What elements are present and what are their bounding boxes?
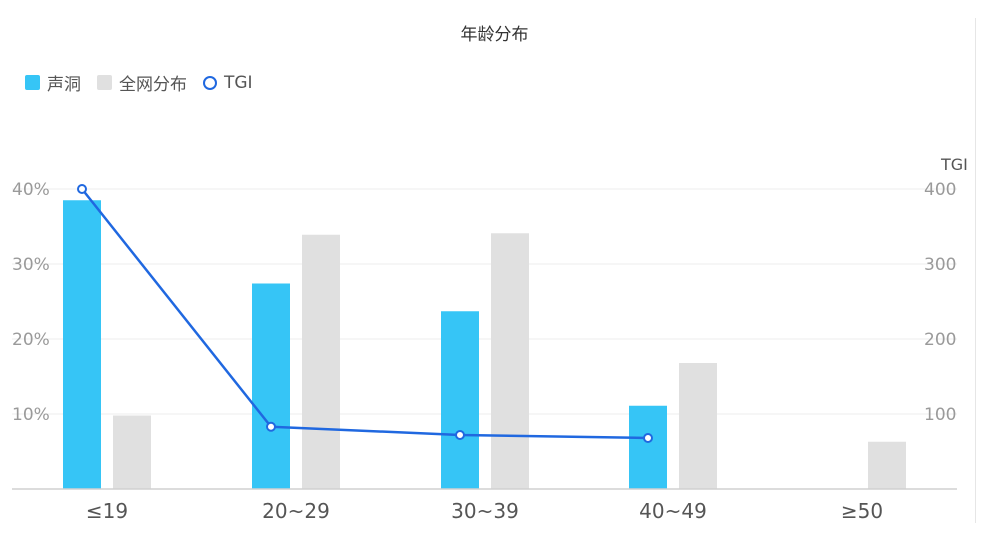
- tgi-point: [266, 421, 276, 432]
- tgi-line: [81, 188, 649, 440]
- bar-network: [679, 363, 717, 489]
- grid-layer: [12, 188, 957, 415]
- legend-label-tgi: TGI: [224, 72, 253, 93]
- x-tick-label: ≤19: [86, 499, 128, 523]
- bar-network: [113, 415, 151, 489]
- tgi-point: [455, 430, 465, 440]
- y-right-tick-label: 300: [924, 255, 956, 275]
- y-left-tick-label: 20%: [12, 330, 50, 350]
- chart-title: 年龄分布: [460, 25, 529, 45]
- x-tick-label: ≥50: [841, 499, 883, 523]
- x-tick-label: 30~39: [451, 499, 519, 523]
- legend-label-network: 全网分布: [119, 75, 187, 95]
- legend-item-tgi[interactable]: TGI: [203, 73, 253, 93]
- bar-shengdong: [441, 311, 479, 489]
- legend-item-shengdong[interactable]: 声洞: [25, 70, 81, 95]
- bar-network: [302, 234, 340, 489]
- legend-swatch-network: [97, 75, 112, 90]
- tgi-point: [643, 433, 653, 443]
- bar-shengdong: [63, 200, 101, 489]
- y-right-tick-label: 200: [924, 330, 956, 350]
- y-right-axis-title: TGI: [940, 155, 968, 174]
- y-left-tick-label: 30%: [12, 255, 50, 275]
- axis-layer: 10% 20% 30% 40% 100 200 300 400 TGI ≤19 20~29 30~39…: [12, 155, 968, 523]
- line-layer: [77, 184, 653, 443]
- bar-network: [491, 233, 529, 489]
- y-left-tick-label: 10%: [12, 405, 50, 425]
- legend-item-network[interactable]: 全网分布: [97, 70, 187, 95]
- y-left-tick-label: 40%: [12, 180, 50, 200]
- legend: 声洞 全网分布 TGI: [25, 70, 269, 95]
- bar-network: [868, 441, 906, 489]
- bar-shengdong: [252, 283, 290, 489]
- y-right-tick-label: 400: [924, 180, 956, 200]
- legend-circle-tgi-icon: [203, 75, 217, 90]
- legend-swatch-shengdong: [25, 75, 40, 90]
- x-tick-label: 40~49: [639, 499, 707, 523]
- bar-shengdong: [629, 405, 667, 489]
- bar-layer: [63, 200, 906, 489]
- tgi-point: [77, 184, 87, 194]
- legend-label-shengdong: 声洞: [47, 75, 81, 95]
- right-divider: [975, 18, 976, 523]
- y-right-tick-label: 100: [924, 405, 956, 425]
- x-tick-label: 20~29: [262, 499, 330, 523]
